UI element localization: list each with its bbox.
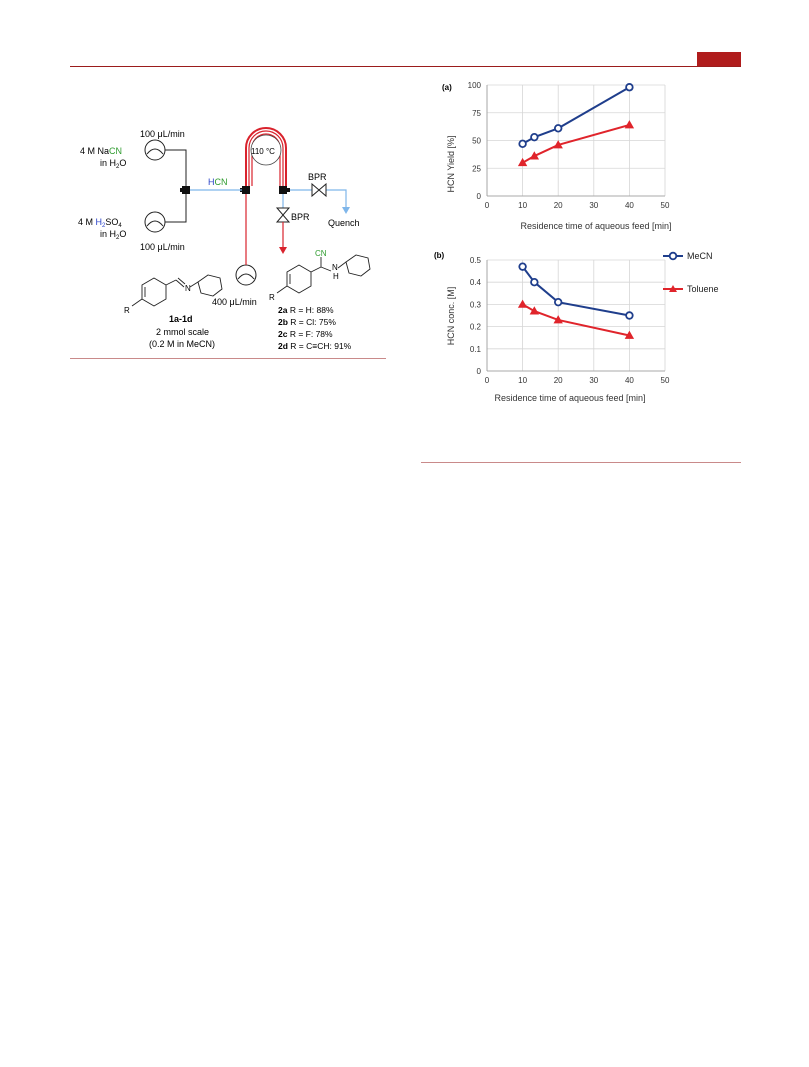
product-2d: 2d R = C≡CH: 91% <box>278 341 352 351</box>
chart-b-ylabel: HCN conc. [M] <box>446 287 456 346</box>
header-rule <box>70 66 741 67</box>
chart-b-hcn-conc: (b) 0 0.1 0.2 0.3 0.4 0.5 0 10 20 30 40 50 MeCN Tolu… <box>434 251 719 403</box>
quench-label: Quench <box>328 218 360 228</box>
chart-a-xtick-label: 20 <box>554 201 563 210</box>
chart-b-series-1-point <box>529 306 540 315</box>
chart-b-xlabel: Residence time of aqueous feed [min] <box>494 393 645 403</box>
mixer-2 <box>242 186 250 194</box>
chart-a-ytick-label: 25 <box>472 164 481 173</box>
chart-a-series-1-point <box>517 157 528 167</box>
scale-label: 2 mmol scale <box>156 327 209 337</box>
nacn-reagent-label: 4 M NaCN <box>80 146 122 156</box>
legend-0-marker <box>668 251 678 261</box>
chart-b-ytick-label: 0.4 <box>470 278 482 287</box>
chart-b-xtick-label: 40 <box>625 376 634 385</box>
legend-0-label: MeCN <box>687 251 713 261</box>
pump-h2so4 <box>144 211 166 233</box>
reactor-coil <box>245 127 287 186</box>
chart-a-series-0-line <box>522 86 630 145</box>
chart-b-series-0-point <box>553 297 563 307</box>
bpr-bottom-label: BPR <box>291 212 310 222</box>
scheme-bottom-rule <box>70 358 386 359</box>
header-tab <box>697 52 741 66</box>
chart-b-xtick-label: 30 <box>589 376 598 385</box>
chart-b-xtick-label: 10 <box>518 376 527 385</box>
chart-b-series-1-point <box>624 330 635 339</box>
mixer-3 <box>279 186 287 194</box>
chart-a-xlabel: Residence time of aqueous feed [min] <box>520 221 671 231</box>
chart-a-ytick-label: 100 <box>468 81 482 90</box>
nacn-solvent-label: in H2O <box>100 158 126 170</box>
pump-imine <box>235 264 257 286</box>
chart-a-series-0-point <box>625 83 634 92</box>
concentration-label: (0.2 M in MeCN) <box>149 339 215 349</box>
h2so4-solvent-label: in H2O <box>100 229 126 241</box>
legend-1-label: Toluene <box>687 284 719 294</box>
chart-b-xtick-label: 20 <box>554 376 563 385</box>
chart-b-ytick-label: 0 <box>477 367 482 376</box>
mixer-1 <box>182 186 190 194</box>
chart-a-xtick-label: 0 <box>485 201 490 210</box>
chart-a-series-1-point <box>624 120 635 129</box>
chart-b-ytick-label: 0.3 <box>470 300 482 309</box>
bpr-top-valve <box>311 182 327 198</box>
product-h-label: H <box>333 272 339 281</box>
chart-b-series-0-point <box>625 311 634 320</box>
chart-a-series-0-point <box>518 139 527 149</box>
panel-b-label: (b) <box>434 251 445 260</box>
chart-a-xtick-label: 10 <box>518 201 527 210</box>
chart-b-series-0-line <box>521 266 630 317</box>
chart-b-series-1-point <box>517 299 528 308</box>
chart-b-series-0-point <box>518 262 527 271</box>
chart-b-ytick-label: 0.5 <box>470 256 482 265</box>
chart-a-series-1-point <box>553 140 563 149</box>
product-2c: 2c R = F: 78% <box>278 329 333 339</box>
chart-b-xtick-label: 50 <box>661 376 670 385</box>
product-structure <box>276 254 371 294</box>
chart-a-xtick-label: 40 <box>625 201 634 210</box>
bpr-bottom-valve <box>275 207 291 223</box>
imine-compound-label: 1a-1d <box>169 314 193 324</box>
chart-b-series-1-point <box>553 315 563 324</box>
chart-a-series-0-point <box>530 132 539 142</box>
chart-b-ytick-label: 0.2 <box>470 323 482 332</box>
legend-1-marker <box>669 285 677 292</box>
product-n-label: N <box>332 263 338 272</box>
product-2b: 2b R = Cl: 75% <box>278 317 336 327</box>
chart-a-series-0-point <box>553 124 563 133</box>
chart-b-ytick-label: 0.1 <box>470 345 482 354</box>
flow-scheme: 100 μL/min 4 M NaCN in H2O HCN 110 °C BP… <box>78 127 371 351</box>
chart-a-xtick-label: 30 <box>589 201 598 210</box>
temperature-label: 110 °C <box>251 147 275 156</box>
product-r-label: R <box>269 293 275 302</box>
imine-r-label: R <box>124 306 130 315</box>
flow-nacn-label: 100 μL/min <box>140 129 185 139</box>
flow-imine-label: 400 μL/min <box>212 297 257 307</box>
chart-b-xtick-label: 0 <box>485 376 490 385</box>
imine-n-label: N <box>185 284 191 293</box>
chart-b-series-0-point <box>530 278 539 287</box>
chart-a-ylabel: HCN Yield [%] <box>446 135 456 192</box>
chart-a-ytick-label: 75 <box>472 109 481 118</box>
chart-a-ytick-label: 0 <box>477 192 482 201</box>
chart-a-xtick-label: 50 <box>661 201 670 210</box>
figure-bottom-rule <box>421 462 741 463</box>
flow-h2so4-label: 100 μL/min <box>140 242 185 252</box>
hcn-label: HCN <box>208 177 228 187</box>
product-2a: 2a R = H: 88% <box>278 305 334 315</box>
imine-structure <box>131 274 223 307</box>
bpr-top-label: BPR <box>308 172 327 182</box>
panel-a-label: (a) <box>442 83 452 92</box>
chart-b-series-1-line <box>522 303 630 337</box>
chart-a-series-1-line <box>522 123 630 164</box>
h2so4-reagent-label: 4 M H2SO4 <box>78 217 122 229</box>
chart-a-ytick-label: 50 <box>472 137 481 146</box>
chart-a-series-1-point <box>529 151 540 160</box>
product-cn-label: CN <box>315 249 327 258</box>
pump-nacn <box>144 139 166 161</box>
